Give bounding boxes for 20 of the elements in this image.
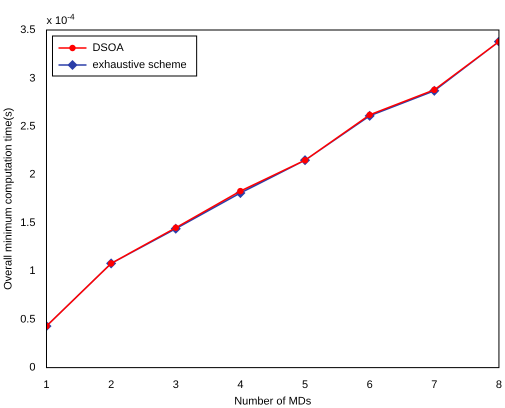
y-tick-label: 0 (29, 362, 36, 374)
x-tick-label: 1 (43, 379, 50, 392)
y-tick-label: 3 (29, 72, 36, 84)
x-tick-label: 6 (366, 379, 373, 392)
y-tick-label: 0.5 (20, 313, 36, 326)
x-tick-label: 5 (302, 379, 308, 392)
x-tick-label: 4 (237, 379, 244, 392)
y-tick-label: 2 (29, 168, 36, 181)
y-tick-label: 1.5 (20, 216, 36, 229)
x-tick-label: 2 (108, 379, 114, 392)
x-tick-label: 8 (496, 379, 502, 392)
x-axis-title: Number of MDs (234, 395, 312, 408)
x-tick-label: 3 (172, 379, 179, 392)
y-axis-title: Overall minimum computation time(s) (2, 108, 15, 290)
y-tick-label: 2.5 (20, 120, 36, 132)
y-tick-label: 1 (29, 265, 36, 278)
legend-label: DSOA (92, 42, 124, 54)
legend-label: exhaustive scheme (92, 59, 187, 72)
x-tick-label: 7 (431, 379, 438, 392)
y-tick-label: 3.5 (20, 24, 36, 36)
